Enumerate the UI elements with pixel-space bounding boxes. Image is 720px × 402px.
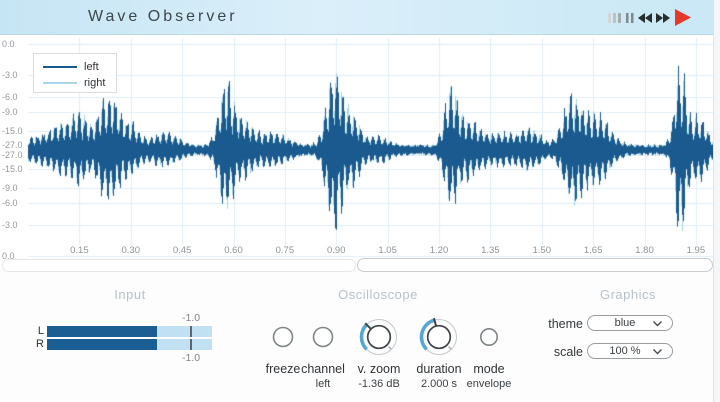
theme-label: theme [548, 317, 583, 331]
theme-select[interactable]: blue [587, 315, 673, 331]
oscilloscope-display: 0.0 0.0 -3.0 -3.0 -6.0 -6.0 -9.0 -9.0 -15.0 -15.0… [0, 35, 713, 261]
channel-button: channel left [295, 315, 351, 390]
scroll-track[interactable] [2, 259, 356, 272]
control-label: duration [416, 362, 462, 376]
y-tick-label: -9.0 [2, 107, 18, 118]
x-tick-label: 0.15 [70, 245, 89, 256]
control-label: mode [473, 362, 505, 376]
theme-select-value: blue [614, 317, 636, 329]
scale-select-value: 100 % [609, 345, 641, 357]
scale-label: scale [553, 345, 583, 359]
x-tick-label: 1.65 [583, 245, 603, 256]
v-zoom-knob: v. zoom -1.36 dB [351, 315, 407, 390]
transport-controls [608, 0, 692, 35]
chevron-down-icon [653, 349, 662, 355]
meter-fill [47, 326, 157, 337]
channel-button-circle[interactable] [295, 315, 351, 361]
meter-peak-label-top: -1.0 [181, 312, 201, 324]
y-tick-label: -6.0 [2, 91, 18, 102]
mode-button: mode envelope [461, 315, 517, 390]
y-tick-label: -3.0 [2, 69, 18, 80]
control-value: left [315, 378, 331, 390]
scale-select[interactable]: 100 % [587, 343, 673, 359]
x-tick-label: 1.50 [532, 245, 552, 256]
y-tick-label: -15.0 [2, 126, 23, 137]
x-tick-label: 1.95 [686, 245, 706, 256]
legend-item-right[interactable]: right [43, 76, 116, 90]
y-tick-label: 0.0 [2, 251, 15, 261]
control-value: 2.000 s [420, 378, 458, 390]
legend-label: left [84, 61, 99, 73]
control-value: -1.36 dB [358, 378, 400, 390]
freeze-button: freeze [255, 315, 311, 376]
app-title: Wave Observer [88, 8, 238, 25]
control-label: v. zoom [357, 362, 401, 376]
section-heading-graphics: Graphics [599, 287, 657, 302]
meter-channel-label-r: R [36, 338, 44, 350]
chevron-down-icon [653, 321, 662, 327]
waveform-canvas [0, 35, 713, 258]
y-tick-label: 0.0 [2, 39, 15, 49]
x-tick-label: 0.45 [172, 245, 192, 256]
y-tick-label: -15.0 [2, 163, 23, 174]
y-tick-label: -9.0 [2, 182, 18, 193]
meter-marker [190, 326, 193, 337]
v-zoom-knob-dial[interactable] [351, 315, 407, 361]
x-tick-label: 1.05 [378, 245, 397, 256]
meter-fill [47, 339, 157, 350]
scope-legend: left right [33, 53, 117, 93]
duration-knob-dial[interactable] [411, 315, 467, 361]
y-tick-label: -27.0 [2, 140, 23, 151]
y-tick-label: -3.0 [2, 220, 18, 231]
mode-button-circle[interactable] [461, 315, 517, 361]
x-tick-label: 1.35 [481, 245, 500, 256]
x-tick-label: 0.30 [121, 245, 141, 256]
control-label: freeze [265, 362, 301, 376]
duration-knob: duration 2.000 s [411, 315, 467, 390]
rewind-icon[interactable] [638, 12, 652, 23]
y-tick-label: -6.0 [2, 198, 18, 209]
x-tick-label: 1.80 [635, 245, 654, 256]
header-bar: Wave Observer [0, 0, 713, 35]
scroll-thumb[interactable] [357, 258, 713, 272]
meter-bar-right [47, 339, 212, 350]
legend-line-swatch [43, 66, 77, 68]
x-tick-label: 1.20 [429, 245, 449, 256]
pause-icon[interactable] [626, 12, 634, 24]
legend-item-left[interactable]: left [43, 60, 116, 74]
x-tick-label: 0.90 [327, 245, 346, 256]
fast-forward-icon[interactable] [656, 12, 670, 23]
section-heading-oscilloscope: Oscilloscope [338, 287, 418, 302]
meter-marker [190, 339, 193, 350]
bars-icon[interactable] [608, 12, 622, 24]
play-icon[interactable] [674, 8, 692, 27]
meter-bar-left [47, 326, 212, 337]
control-label: channel [301, 362, 345, 376]
x-tick-label: 0.75 [275, 245, 295, 256]
meter-channel-label-l: L [37, 325, 44, 337]
freeze-button-circle[interactable] [255, 315, 311, 361]
meter-peak-label-bottom: -1.0 [181, 352, 201, 364]
control-value: envelope [466, 378, 512, 390]
legend-label: right [84, 77, 106, 89]
y-tick-label: -27.0 [2, 149, 23, 160]
section-heading-input: Input [114, 287, 146, 302]
legend-line-swatch [43, 82, 77, 84]
x-tick-label: 0.60 [224, 245, 243, 256]
